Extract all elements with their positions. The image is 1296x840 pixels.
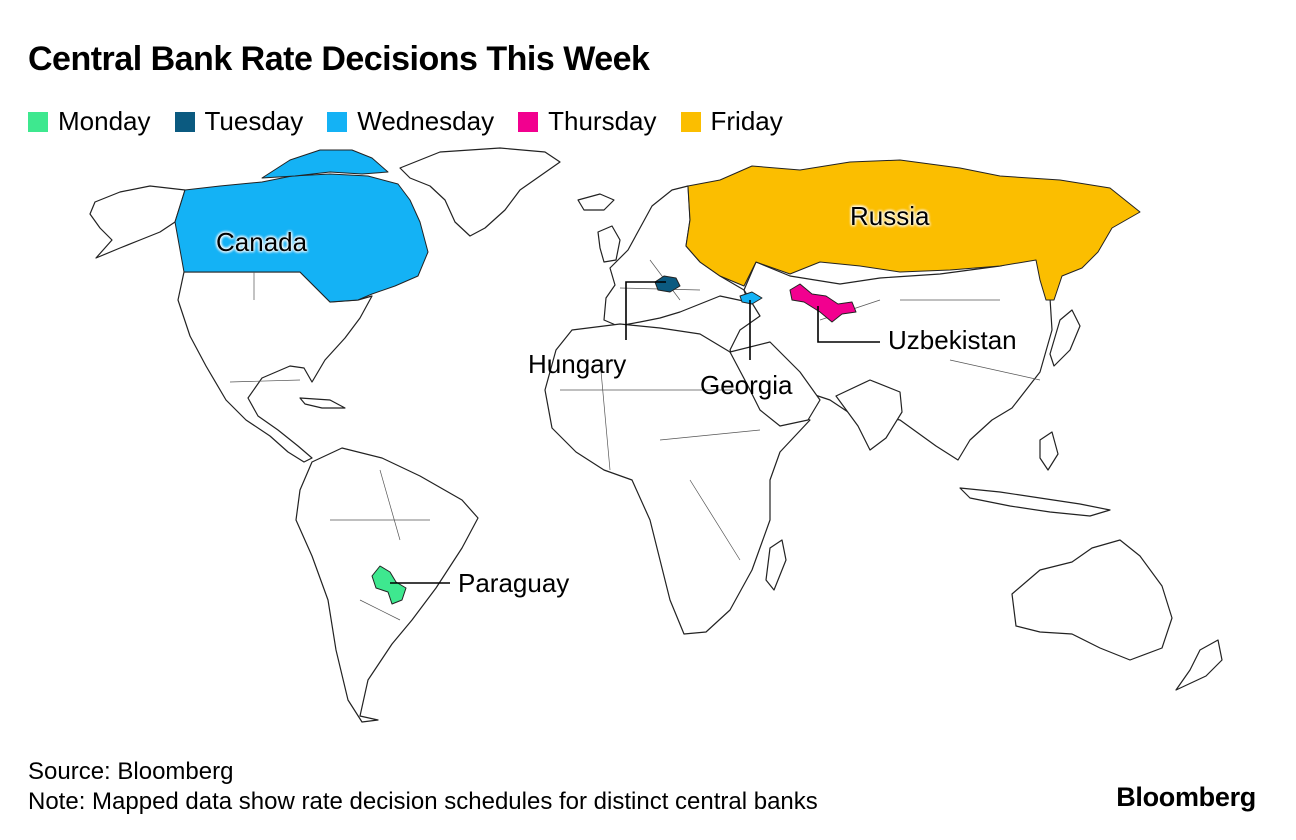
australia-shape	[1011, 539, 1173, 661]
legend-item-friday: Friday	[680, 106, 783, 137]
label-uzbekistan: Uzbekistan	[888, 325, 1017, 355]
new-zealand-shape	[1175, 639, 1223, 691]
world-map	[89, 147, 1223, 723]
bloomberg-logo: Bloomberg	[1116, 782, 1256, 812]
legend-label-wednesday: Wednesday	[357, 106, 495, 136]
legend-swatch-friday	[680, 111, 701, 132]
japan-shape	[1049, 309, 1081, 367]
legend-item-thursday: Thursday	[518, 106, 657, 137]
chart-title: Central Bank Rate Decisions This Week	[28, 40, 650, 78]
canada-islands-shape	[261, 149, 389, 179]
arabia-shape	[729, 341, 821, 427]
legend-label-thursday: Thursday	[548, 106, 657, 136]
legend-swatch-monday	[28, 111, 48, 132]
legend-item-tuesday: Tuesday	[174, 106, 304, 137]
legend-swatch-wednesday	[327, 111, 348, 132]
label-russia: Russia	[850, 201, 930, 231]
hungary-leader	[625, 281, 666, 340]
label-paraguay: Paraguay	[458, 568, 570, 598]
legend: Monday Tuesday Wednesday Thursday Friday	[28, 106, 783, 137]
indonesia-shape	[959, 487, 1111, 517]
uzbekistan-leader	[817, 306, 880, 343]
legend-item-monday: Monday	[28, 106, 151, 137]
source-text: Source: Bloomberg	[28, 758, 234, 785]
legend-label-monday: Monday	[58, 106, 151, 136]
label-canada: Canada	[216, 227, 308, 257]
georgia-shape	[739, 291, 763, 305]
uk-shape	[597, 225, 621, 263]
label-hungary: Hungary	[528, 349, 627, 379]
alaska-shape	[89, 185, 186, 259]
legend-swatch-thursday	[518, 111, 539, 132]
india-shape	[835, 379, 903, 451]
philippines-shape	[1039, 431, 1059, 471]
north-america-south-shape	[177, 271, 373, 463]
hungary-shape	[654, 275, 681, 293]
legend-label-friday: Friday	[710, 106, 783, 136]
uzbekistan-shape	[789, 283, 857, 323]
paraguay-shape	[371, 565, 407, 605]
iceland-shape	[577, 193, 615, 211]
legend-label-tuesday: Tuesday	[204, 106, 304, 136]
legend-swatch-tuesday	[174, 111, 195, 132]
russia-shape	[685, 159, 1141, 301]
caribbean-shape	[299, 397, 346, 409]
label-georgia: Georgia	[700, 370, 793, 400]
note-text: Note: Mapped data show rate decision sch…	[28, 788, 818, 815]
greenland-shape	[399, 147, 561, 237]
legend-item-wednesday: Wednesday	[327, 106, 494, 137]
madagascar-shape	[765, 539, 787, 591]
